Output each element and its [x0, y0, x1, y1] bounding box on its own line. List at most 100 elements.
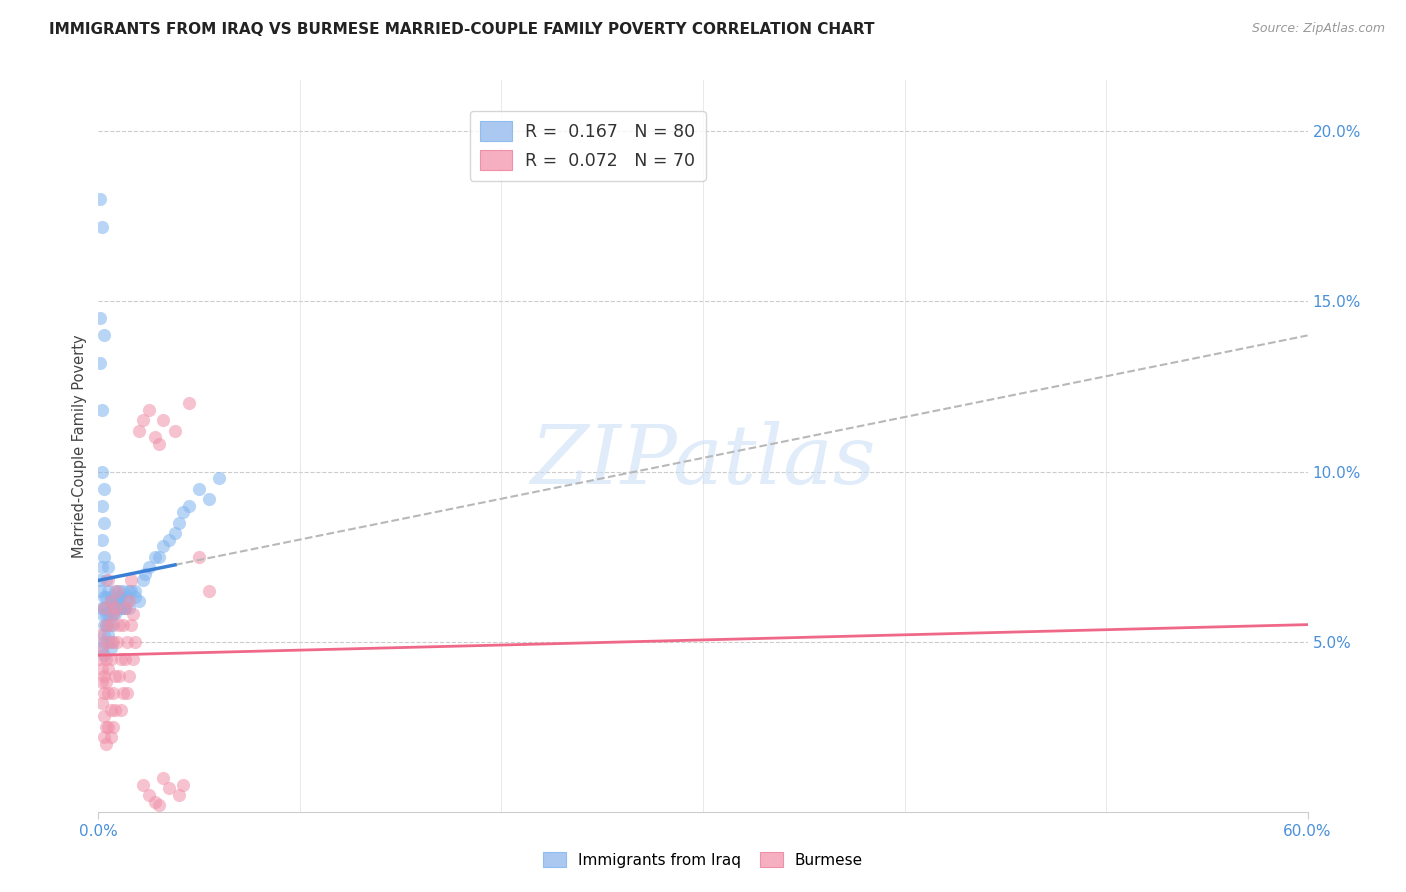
Burmese — [101, 634, 124, 648]
Immigrants from Iraq — [91, 499, 114, 513]
Burmese — [172, 777, 194, 791]
Text: ZIPatlas: ZIPatlas — [530, 421, 876, 500]
Immigrants from Iraq — [91, 219, 114, 234]
Burmese — [188, 549, 211, 564]
Immigrants from Iraq — [118, 583, 141, 598]
Immigrants from Iraq — [124, 591, 146, 605]
Immigrants from Iraq — [89, 311, 111, 326]
Immigrants from Iraq — [110, 591, 132, 605]
Burmese — [148, 797, 170, 812]
Burmese — [100, 730, 122, 744]
Immigrants from Iraq — [97, 607, 120, 622]
Burmese — [120, 574, 142, 588]
Burmese — [101, 607, 124, 622]
Burmese — [114, 600, 136, 615]
Immigrants from Iraq — [97, 628, 120, 642]
Immigrants from Iraq — [91, 600, 114, 615]
Burmese — [179, 396, 201, 410]
Burmese — [96, 675, 118, 690]
Burmese — [152, 771, 174, 785]
Immigrants from Iraq — [110, 600, 132, 615]
Burmese — [100, 617, 122, 632]
Immigrants from Iraq — [93, 600, 115, 615]
Immigrants from Iraq — [91, 641, 114, 656]
Burmese — [120, 617, 142, 632]
Immigrants from Iraq — [96, 591, 118, 605]
Immigrants from Iraq — [198, 491, 221, 506]
Immigrants from Iraq — [167, 516, 190, 530]
Burmese — [93, 709, 115, 723]
Immigrants from Iraq — [111, 600, 134, 615]
Burmese — [91, 641, 114, 656]
Immigrants from Iraq — [152, 540, 174, 554]
Burmese — [138, 403, 160, 417]
Burmese — [105, 583, 128, 598]
Burmese — [124, 634, 146, 648]
Immigrants from Iraq — [100, 634, 122, 648]
Immigrants from Iraq — [103, 583, 125, 598]
Burmese — [97, 634, 120, 648]
Burmese — [148, 437, 170, 451]
Burmese — [93, 730, 115, 744]
Immigrants from Iraq — [97, 559, 120, 574]
Burmese — [103, 600, 125, 615]
Immigrants from Iraq — [107, 591, 129, 605]
Immigrants from Iraq — [101, 600, 124, 615]
Immigrants from Iraq — [120, 583, 142, 598]
Y-axis label: Married-Couple Family Poverty: Married-Couple Family Poverty — [72, 334, 87, 558]
Burmese — [91, 662, 114, 676]
Immigrants from Iraq — [114, 600, 136, 615]
Immigrants from Iraq — [111, 583, 134, 598]
Immigrants from Iraq — [93, 634, 115, 648]
Immigrants from Iraq — [96, 607, 118, 622]
Burmese — [96, 720, 118, 734]
Burmese — [114, 651, 136, 665]
Immigrants from Iraq — [93, 516, 115, 530]
Burmese — [152, 413, 174, 427]
Immigrants from Iraq — [97, 617, 120, 632]
Burmese — [89, 628, 111, 642]
Burmese — [91, 675, 114, 690]
Immigrants from Iraq — [91, 533, 114, 547]
Burmese — [110, 651, 132, 665]
Legend: R =  0.167   N = 80, R =  0.072   N = 70: R = 0.167 N = 80, R = 0.072 N = 70 — [470, 111, 706, 180]
Text: Source: ZipAtlas.com: Source: ZipAtlas.com — [1251, 22, 1385, 36]
Burmese — [143, 430, 166, 444]
Burmese — [101, 686, 124, 700]
Burmese — [96, 737, 118, 751]
Burmese — [132, 413, 155, 427]
Immigrants from Iraq — [148, 549, 170, 564]
Burmese — [93, 686, 115, 700]
Burmese — [138, 788, 160, 802]
Burmese — [96, 617, 118, 632]
Burmese — [121, 651, 143, 665]
Immigrants from Iraq — [101, 617, 124, 632]
Immigrants from Iraq — [172, 505, 194, 519]
Immigrants from Iraq — [107, 583, 129, 598]
Immigrants from Iraq — [105, 594, 128, 608]
Burmese — [97, 574, 120, 588]
Immigrants from Iraq — [89, 356, 111, 370]
Immigrants from Iraq — [97, 583, 120, 598]
Burmese — [115, 686, 138, 700]
Immigrants from Iraq — [143, 549, 166, 564]
Immigrants from Iraq — [93, 628, 115, 642]
Immigrants from Iraq — [188, 482, 211, 496]
Burmese — [100, 594, 122, 608]
Immigrants from Iraq — [100, 607, 122, 622]
Immigrants from Iraq — [93, 549, 115, 564]
Burmese — [118, 594, 141, 608]
Immigrants from Iraq — [93, 591, 115, 605]
Burmese — [111, 686, 134, 700]
Immigrants from Iraq — [115, 591, 138, 605]
Immigrants from Iraq — [103, 607, 125, 622]
Immigrants from Iraq — [128, 594, 150, 608]
Immigrants from Iraq — [163, 525, 186, 540]
Burmese — [103, 703, 125, 717]
Text: IMMIGRANTS FROM IRAQ VS BURMESE MARRIED-COUPLE FAMILY POVERTY CORRELATION CHART: IMMIGRANTS FROM IRAQ VS BURMESE MARRIED-… — [49, 22, 875, 37]
Immigrants from Iraq — [96, 617, 118, 632]
Immigrants from Iraq — [118, 600, 141, 615]
Burmese — [115, 634, 138, 648]
Burmese — [110, 703, 132, 717]
Burmese — [96, 651, 118, 665]
